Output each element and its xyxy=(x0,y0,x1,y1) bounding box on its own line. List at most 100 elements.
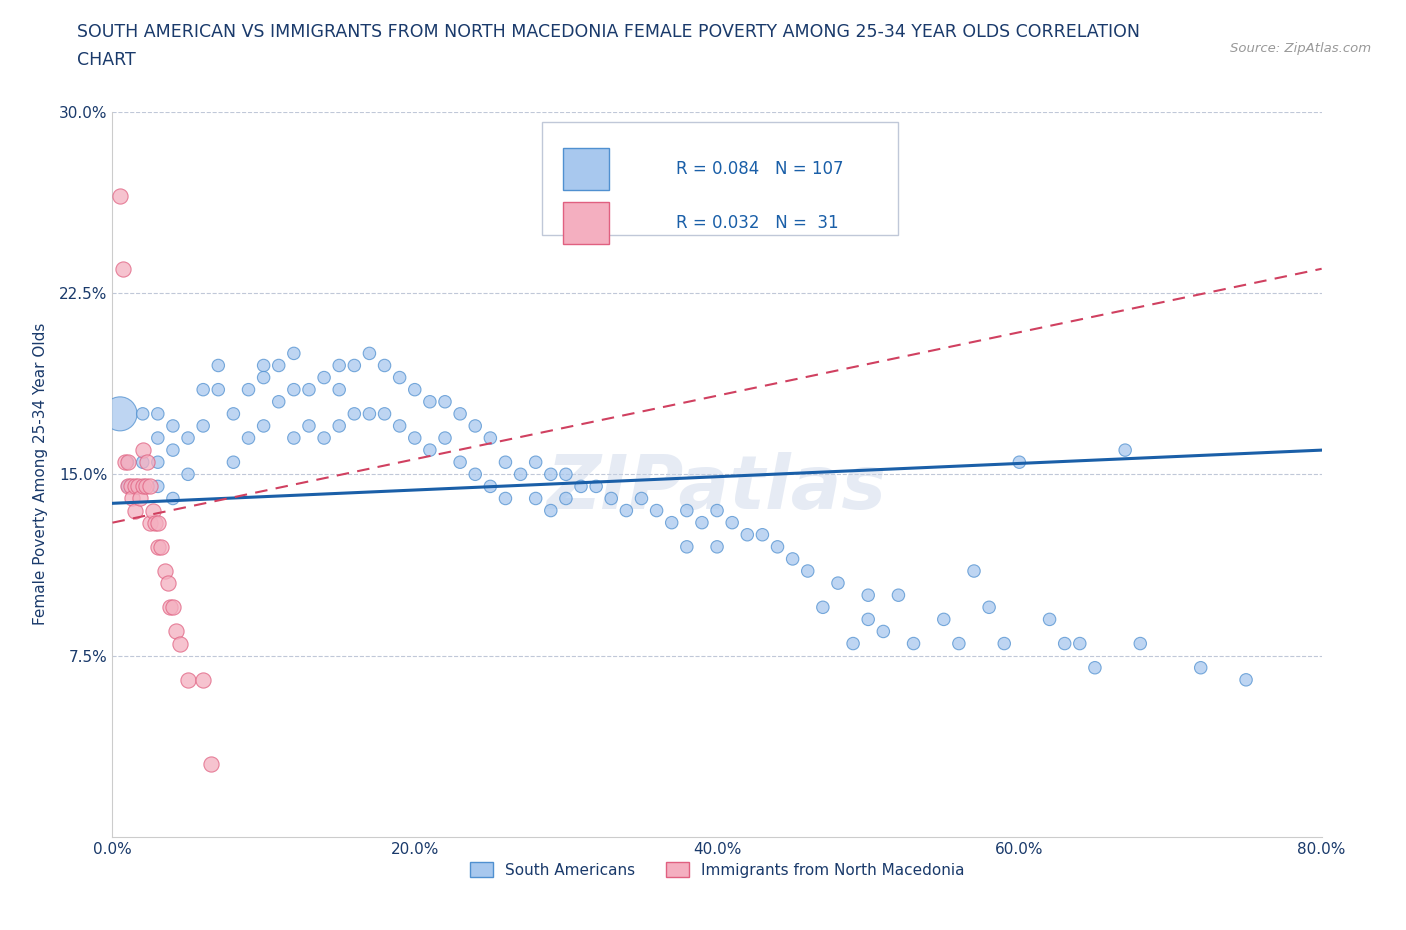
Point xyxy=(569,479,592,494)
Point xyxy=(887,588,910,603)
Point xyxy=(169,636,191,651)
Point xyxy=(328,418,350,433)
Point xyxy=(132,455,155,470)
Point xyxy=(207,382,229,397)
Point xyxy=(146,479,169,494)
Point xyxy=(136,455,159,470)
Point xyxy=(283,431,305,445)
Point xyxy=(585,479,607,494)
Point xyxy=(177,467,200,482)
Point xyxy=(343,358,366,373)
Point xyxy=(509,467,531,482)
Point xyxy=(737,527,759,542)
Point xyxy=(114,455,136,470)
Point xyxy=(283,382,305,397)
Point xyxy=(827,576,849,591)
Point xyxy=(117,455,139,470)
Point xyxy=(162,491,184,506)
Point xyxy=(811,600,834,615)
Point xyxy=(298,418,321,433)
Point xyxy=(132,479,155,494)
Point xyxy=(162,418,184,433)
Point xyxy=(135,479,157,494)
Point xyxy=(1189,660,1212,675)
Point xyxy=(993,636,1015,651)
Point xyxy=(374,406,396,421)
Point xyxy=(464,418,486,433)
Point xyxy=(165,624,187,639)
Point xyxy=(600,491,623,506)
Point xyxy=(903,636,925,651)
Point xyxy=(842,636,865,651)
Point xyxy=(1129,636,1152,651)
Point xyxy=(343,406,366,421)
Point xyxy=(253,418,276,433)
Point xyxy=(146,406,169,421)
FancyBboxPatch shape xyxy=(564,203,609,245)
Point xyxy=(1008,455,1031,470)
Point xyxy=(117,479,139,494)
Point xyxy=(157,576,180,591)
Point xyxy=(283,346,305,361)
Point xyxy=(404,382,426,397)
Point xyxy=(117,455,139,470)
Point xyxy=(932,612,955,627)
Point xyxy=(124,503,146,518)
Point xyxy=(128,491,150,506)
Y-axis label: Female Poverty Among 25-34 Year Olds: Female Poverty Among 25-34 Year Olds xyxy=(32,323,48,626)
Point xyxy=(388,370,411,385)
Text: ZIPatlas: ZIPatlas xyxy=(547,452,887,525)
Point xyxy=(374,358,396,373)
Point xyxy=(132,479,155,494)
Point xyxy=(661,515,683,530)
Point xyxy=(139,479,162,494)
Point xyxy=(419,394,441,409)
Point xyxy=(1084,660,1107,675)
Point xyxy=(540,467,562,482)
Point xyxy=(159,600,181,615)
Point xyxy=(139,515,162,530)
Point xyxy=(479,479,502,494)
Point xyxy=(112,261,135,276)
Point xyxy=(191,382,214,397)
Point xyxy=(127,479,149,494)
Point xyxy=(238,431,260,445)
Point xyxy=(766,539,789,554)
Point xyxy=(948,636,970,651)
Point xyxy=(449,406,471,421)
Point xyxy=(404,431,426,445)
Point xyxy=(751,527,773,542)
Point xyxy=(108,406,131,421)
Point xyxy=(121,491,143,506)
Point xyxy=(495,491,517,506)
Point xyxy=(120,479,142,494)
Point xyxy=(449,455,471,470)
Point xyxy=(856,588,880,603)
Point xyxy=(464,467,486,482)
Point xyxy=(191,672,214,687)
Point xyxy=(253,358,276,373)
Point xyxy=(200,757,222,772)
Point xyxy=(616,503,638,518)
Point xyxy=(796,564,818,578)
Point xyxy=(433,394,456,409)
Point xyxy=(1069,636,1091,651)
Point xyxy=(117,479,139,494)
Point xyxy=(328,358,350,373)
Legend: South Americans, Immigrants from North Macedonia: South Americans, Immigrants from North M… xyxy=(464,856,970,884)
Point xyxy=(495,455,517,470)
Point xyxy=(856,612,880,627)
Point xyxy=(124,479,146,494)
Text: R = 0.084   N = 107: R = 0.084 N = 107 xyxy=(676,160,844,178)
Point xyxy=(706,539,728,554)
Point xyxy=(963,564,986,578)
Text: CHART: CHART xyxy=(77,51,136,69)
Point xyxy=(524,491,547,506)
Point xyxy=(872,624,894,639)
Point xyxy=(1038,612,1062,627)
Point xyxy=(706,503,728,518)
Point xyxy=(142,503,165,518)
Point xyxy=(479,431,502,445)
Point xyxy=(155,564,177,578)
Point xyxy=(554,467,576,482)
